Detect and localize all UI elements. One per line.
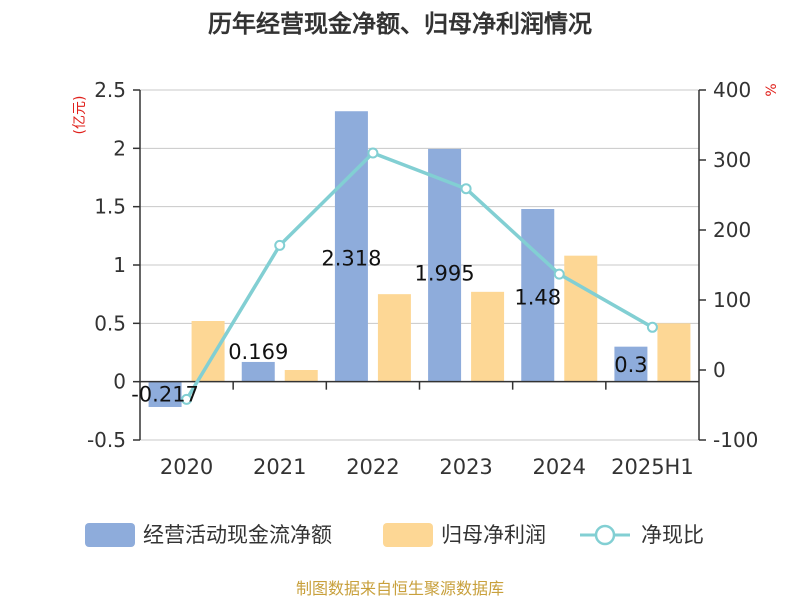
left-tick-label: 1.5 bbox=[94, 195, 126, 219]
bar-netprofit bbox=[377, 294, 411, 382]
cashflow-data-label: 2.318 bbox=[321, 246, 381, 270]
right-tick-label: 300 bbox=[713, 148, 751, 172]
legend-label-netprofit: 归母净利润 bbox=[441, 523, 546, 547]
bar-series bbox=[148, 111, 691, 407]
legend-item-ratio: 净现比 bbox=[580, 523, 704, 547]
cashflow-data-label: -0.217 bbox=[131, 383, 199, 407]
x-tick-label: 2024 bbox=[533, 455, 586, 479]
right-tick-label: 0 bbox=[713, 358, 726, 382]
ratio-point bbox=[181, 393, 193, 405]
right-tick-label: -100 bbox=[713, 428, 758, 452]
x-axis-ticks: 2020 2021 2022 2023 2024 2025H1 bbox=[160, 455, 694, 479]
bar-netprofit bbox=[284, 370, 318, 382]
bar-netprofit bbox=[657, 323, 691, 382]
legend-swatch-netprofit bbox=[383, 523, 433, 547]
chart-title: 历年经营现金净额、归母净利润情况 bbox=[208, 10, 592, 38]
ratio-point bbox=[274, 239, 286, 251]
ratio-point bbox=[553, 268, 565, 280]
legend: 经营活动现金流净额 归母净利润 净现比 bbox=[85, 523, 704, 547]
bar-cashflow bbox=[334, 111, 368, 382]
x-tick-label: 2021 bbox=[253, 455, 306, 479]
legend-item-netprofit: 归母净利润 bbox=[383, 523, 546, 547]
left-axis-unit: (亿元) bbox=[72, 96, 88, 135]
right-axis-ticks: -100 0 100 200 300 400 bbox=[699, 78, 758, 452]
x-tick-label: 2025H1 bbox=[611, 455, 694, 479]
cashflow-data-label: 0.169 bbox=[228, 340, 288, 364]
right-tick-label: 200 bbox=[713, 218, 751, 242]
bar-cashflow bbox=[241, 361, 275, 382]
legend-item-cashflow: 经营活动现金流净额 bbox=[85, 523, 332, 547]
bar-netprofit bbox=[191, 321, 225, 382]
x-tick-label: 2022 bbox=[346, 455, 399, 479]
bar-cashflow bbox=[521, 209, 555, 382]
ratio-line bbox=[185, 151, 654, 401]
ratio-point bbox=[367, 147, 379, 159]
bar-cashflow bbox=[148, 381, 182, 407]
bar-netprofit bbox=[471, 291, 505, 382]
ratio-point bbox=[460, 183, 472, 195]
cashflow-data-label: 0.3 bbox=[614, 353, 647, 377]
bar-cashflow bbox=[428, 148, 462, 382]
line-series bbox=[181, 147, 658, 405]
x-tick-label: 2020 bbox=[160, 455, 213, 479]
right-tick-label: 400 bbox=[713, 78, 751, 102]
right-tick-label: 100 bbox=[713, 288, 751, 312]
left-tick-label: 0 bbox=[113, 370, 126, 394]
left-tick-label: 2.5 bbox=[94, 78, 126, 102]
left-tick-label: 0.5 bbox=[94, 311, 126, 335]
left-axis-ticks: -0.5 0 0.5 1 1.5 2 2.5 bbox=[87, 78, 140, 452]
left-tick-label: 1 bbox=[113, 253, 126, 277]
cashflow-data-label: 1.995 bbox=[415, 262, 475, 286]
legend-label-ratio: 净现比 bbox=[641, 523, 704, 547]
left-tick-label: -0.5 bbox=[87, 428, 126, 452]
legend-marker-ratio bbox=[594, 524, 616, 546]
left-tick-label: 2 bbox=[113, 136, 126, 160]
bar-cashflow bbox=[614, 346, 648, 382]
x-tick-label: 2023 bbox=[439, 455, 492, 479]
legend-label-cashflow: 经营活动现金流净额 bbox=[143, 523, 332, 547]
cashflow-data-label: 1.48 bbox=[514, 286, 561, 310]
right-axis-unit: % bbox=[764, 83, 780, 96]
ratio-point bbox=[646, 321, 658, 333]
bar-netprofit bbox=[564, 255, 598, 382]
source-note: 制图数据来自恒生聚源数据库 bbox=[296, 579, 504, 598]
legend-swatch-cashflow bbox=[85, 523, 135, 547]
data-labels: -0.217 0.169 2.318 1.995 1.48 0.3 bbox=[131, 246, 647, 406]
